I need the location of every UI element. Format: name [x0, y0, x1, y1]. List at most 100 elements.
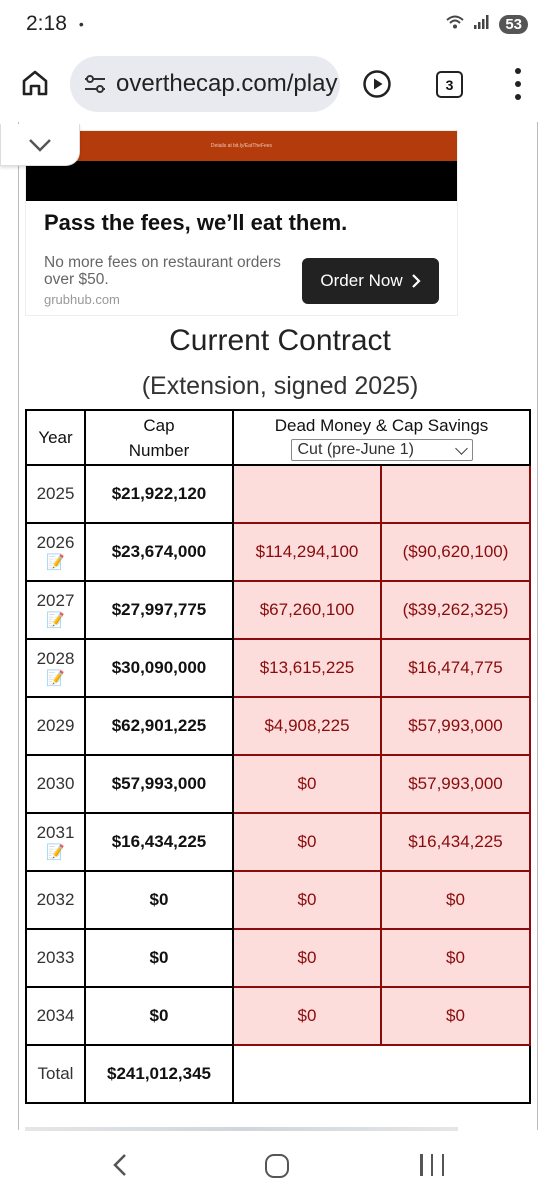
back-icon[interactable]: [110, 1153, 130, 1177]
cap-savings-cell: $57,993,000: [380, 754, 531, 814]
url-text[interactable]: overthecap.com/play: [116, 70, 338, 97]
year-cell-content: 2025: [27, 483, 84, 505]
year-cell: 2031 📝: [25, 812, 86, 872]
address-bar[interactable]: overthecap.com/play: [70, 56, 340, 112]
home-icon[interactable]: [20, 68, 50, 98]
memo-icon[interactable]: 📝: [46, 844, 65, 861]
dead-money-cell: $13,615,225: [232, 638, 382, 698]
cap-savings-cell: $0: [380, 870, 531, 930]
dead-money-cell: $67,260,100: [232, 580, 382, 640]
year-cell-content: 2027 📝: [27, 590, 84, 630]
cut-type-select[interactable]: Cut (pre-June 1): [290, 438, 473, 461]
year-label: 2029: [36, 716, 75, 735]
table-row: 2028 📝 $30,090,000 $13,615,225 $16,474,775: [25, 638, 531, 698]
year-label: 2030: [36, 774, 75, 793]
tune-icon[interactable]: [82, 71, 108, 97]
menu-icon[interactable]: [508, 68, 528, 100]
cap-savings-cell: $16,434,225: [380, 812, 531, 872]
year-cell: 2028 📝: [25, 638, 86, 698]
year-cell: 2029: [25, 696, 86, 756]
total-empty-cell: [232, 1044, 531, 1104]
cap-number-cell: $0: [84, 870, 234, 930]
memo-icon[interactable]: 📝: [46, 554, 65, 571]
notification-dot: •: [78, 16, 84, 32]
dead-money-cell: $0: [232, 870, 382, 930]
table-row: 2026 📝 $23,674,000 $114,294,100 ($90,620,100…: [25, 522, 531, 582]
order-now-button[interactable]: Order Now: [302, 258, 439, 304]
year-cell-content: 2028 📝: [27, 648, 84, 688]
year-label: 2033: [36, 948, 75, 967]
cap-number-header: Cap Number: [84, 409, 234, 466]
year-cell-content: 2032: [27, 889, 84, 911]
table-header-row: Year Cap Number Dead Money & Cap Savings…: [25, 409, 531, 466]
year-label: 2032: [36, 890, 75, 909]
table-row: 2033 $0 $0 $0: [25, 928, 531, 988]
chevron-right-icon: [411, 274, 421, 288]
dead-money-cell: $114,294,100: [232, 522, 382, 582]
cap-number-cell: $62,901,225: [84, 696, 234, 756]
ad-banner-image: [26, 131, 457, 161]
year-cell: 2032: [25, 870, 86, 930]
table-row: 2032 $0 $0 $0: [25, 870, 531, 930]
battery-indicator: 53: [499, 14, 528, 34]
order-now-label: Order Now: [320, 271, 403, 290]
table-row: 2029 $62,901,225 $4,908,225 $57,993,000: [25, 696, 531, 756]
nav-home-icon[interactable]: [265, 1154, 289, 1178]
page-content-frame: [18, 122, 538, 1130]
year-cell-content: 2034: [27, 1005, 84, 1027]
year-cell: 2027 📝: [25, 580, 86, 640]
year-cell: 2026 📝: [25, 522, 86, 582]
tabs-icon[interactable]: 3: [436, 71, 463, 98]
cap-number-cell: $16,434,225: [84, 812, 234, 872]
year-cell-content: 2033: [27, 947, 84, 969]
contract-title: Current Contract: [169, 324, 391, 357]
year-cell: 2034: [25, 986, 86, 1046]
year-cell-content: 2031 📝: [27, 822, 84, 862]
dead-money-header-label: Dead Money & Cap Savings: [274, 415, 489, 435]
cap-number-cell: $0: [84, 986, 234, 1046]
cap-number-header-label: Cap Number: [128, 415, 190, 460]
collapse-ad-button[interactable]: [0, 124, 80, 166]
table-row: 2031 📝 $16,434,225 $0 $16,434,225: [25, 812, 531, 872]
cap-number-cell: $57,993,000: [84, 754, 234, 814]
memo-icon[interactable]: 📝: [46, 612, 65, 629]
system-nav-bar: [0, 1131, 554, 1200]
year-label: 2034: [36, 1006, 75, 1025]
table-row: 2027 📝 $27,997,775 $67,260,100 ($39,262,325): [25, 580, 531, 640]
browser-toolbar: overthecap.com/play 3: [0, 50, 554, 120]
ad-headline: Pass the fees, we’ll eat them.: [44, 210, 348, 235]
table-body: 2025 $21,922,120 2026 📝 $23,674,000 $114,294,…: [25, 464, 531, 1046]
cap-savings-cell: ($39,262,325): [380, 580, 531, 640]
cap-number-cell: $30,090,000: [84, 638, 234, 698]
play-icon[interactable]: [362, 69, 392, 99]
dead-money-cell: $0: [232, 754, 382, 814]
year-cell: 2033: [25, 928, 86, 988]
next-ad-strip: [25, 1127, 458, 1131]
table-row: 2025 $21,922,120: [25, 464, 531, 524]
cap-savings-cell: $57,993,000: [380, 696, 531, 756]
grubhub-ad[interactable]: Details at bit.ly/EatTheFees Pass the fe…: [25, 130, 458, 316]
memo-icon[interactable]: 📝: [46, 670, 65, 687]
signal-icon: [473, 14, 491, 35]
year-cell-content: 2026 📝: [27, 532, 84, 572]
cap-savings-cell: [380, 464, 531, 524]
dead-money-cell: $0: [232, 812, 382, 872]
year-label: 2027: [36, 591, 75, 610]
dead-money-cell: [232, 464, 382, 524]
year-label: 2031: [36, 823, 75, 842]
chevron-down-icon: [454, 441, 468, 455]
cap-savings-cell: ($90,620,100): [380, 522, 531, 582]
year-cell-content: 2030: [27, 773, 84, 795]
table-row: 2034 $0 $0 $0: [25, 986, 531, 1046]
chevron-down-icon: [29, 138, 51, 152]
table-row: 2030 $57,993,000 $0 $57,993,000: [25, 754, 531, 814]
recents-icon[interactable]: [420, 1154, 444, 1178]
ad-domain: grubhub.com: [44, 292, 120, 307]
status-time: 2:18: [26, 12, 67, 35]
dead-money-cell: $0: [232, 928, 382, 988]
total-row: Total $241,012,345: [25, 1044, 531, 1104]
contract-subtitle: (Extension, signed 2025): [141, 372, 419, 400]
dead-money-header: Dead Money & Cap Savings Cut (pre-June 1…: [232, 409, 531, 466]
wifi-icon: [445, 14, 465, 35]
dead-money-cell: $0: [232, 986, 382, 1046]
